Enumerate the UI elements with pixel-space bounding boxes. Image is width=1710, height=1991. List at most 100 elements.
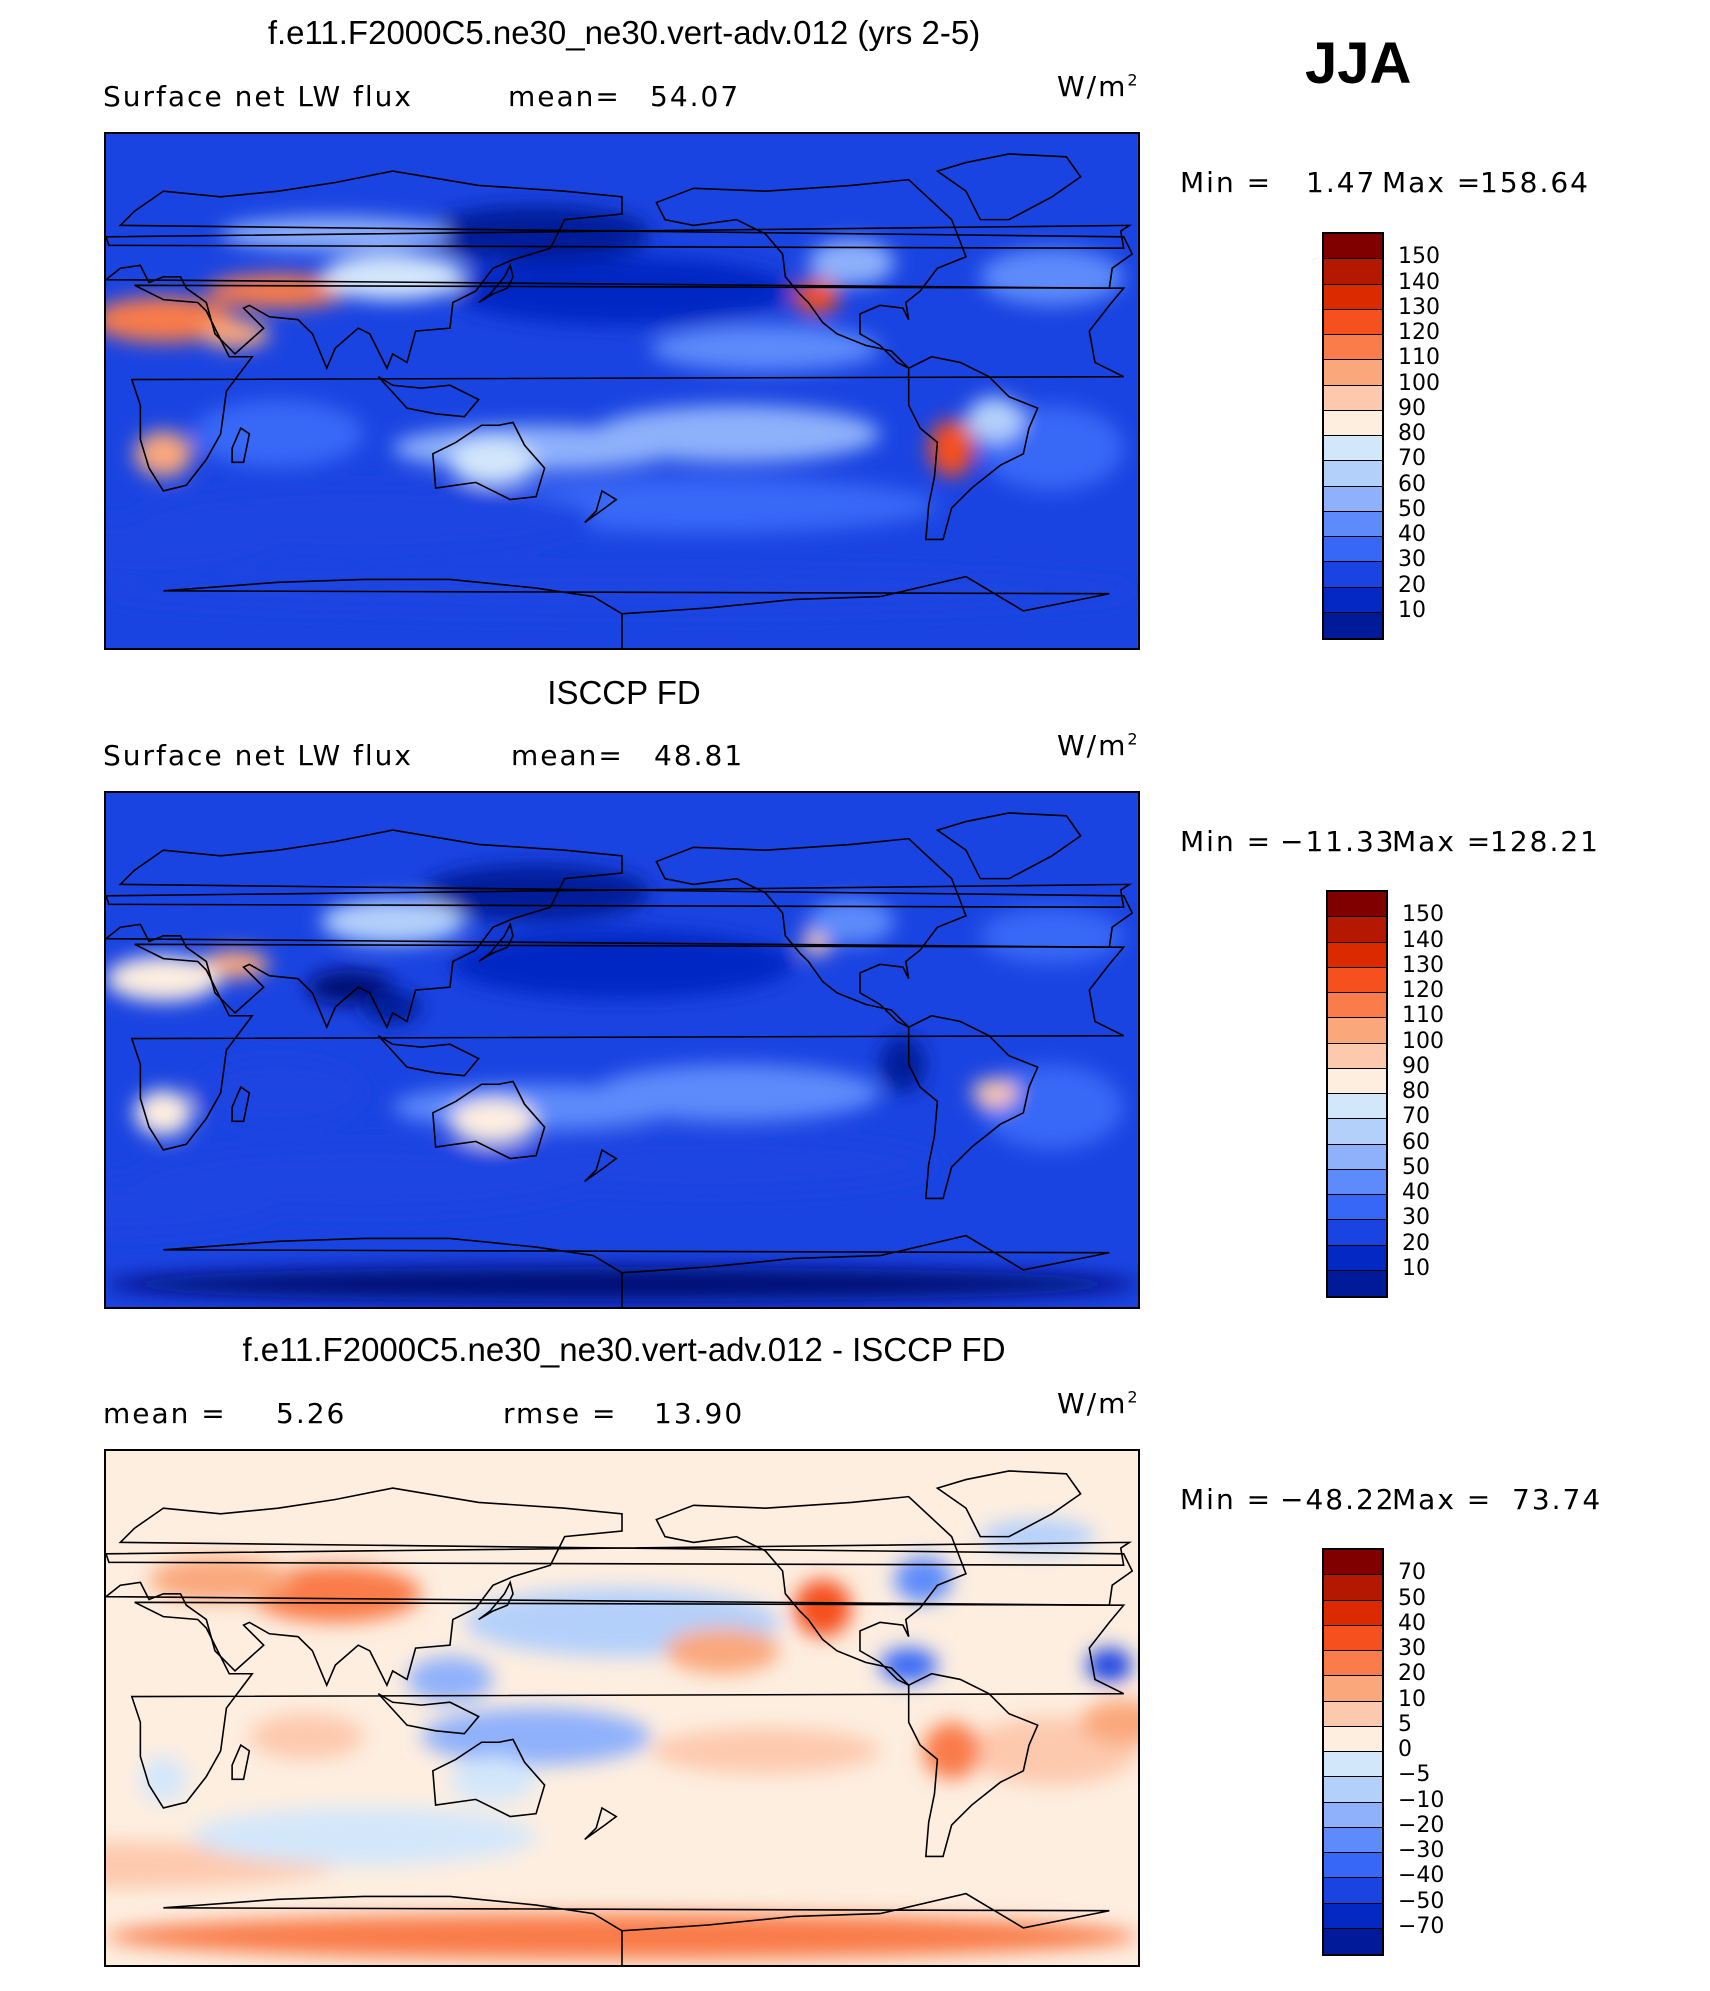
colorbar-tick-label: 70 (1402, 1104, 1430, 1130)
colorbar-tick-label: −30 (1398, 1838, 1445, 1863)
colorbar-cell (1324, 537, 1382, 563)
field-contour (421, 864, 651, 922)
colorbar-cell (1328, 942, 1386, 968)
colorbar-tick-label: −10 (1398, 1787, 1445, 1813)
colorbar-cell (1324, 1827, 1382, 1853)
colorbar-cell (1324, 335, 1382, 361)
field-contour (200, 319, 270, 349)
field-contour (650, 325, 881, 372)
colorbar-tick-label: 30 (1402, 1205, 1430, 1231)
colorbar-cell (1328, 1195, 1386, 1221)
coastline-indonesia (377, 1035, 480, 1077)
coastline-antarctica (163, 1892, 1110, 1965)
min-label: Min = (1180, 166, 1273, 199)
colorbar-cell (1324, 385, 1382, 411)
colorbar-cell (1324, 1550, 1382, 1576)
coastline-eurasia (106, 829, 1134, 1030)
colorbar-cell (1324, 1853, 1382, 1879)
colorbar-cell (1328, 993, 1386, 1019)
colorbar-tick-label: 10 (1402, 1255, 1430, 1281)
max-label: Max = (1392, 825, 1493, 858)
field-contour (421, 1708, 651, 1766)
max-label: Max = (1392, 1483, 1493, 1516)
field-contour (980, 907, 1124, 965)
colorbar-tick-label: 90 (1398, 395, 1426, 421)
colorbar-cell (1324, 486, 1382, 512)
colorbar-tick-label: 60 (1398, 471, 1426, 497)
max-value: 73.74 (1512, 1483, 1603, 1516)
min-label: Min = (1180, 825, 1273, 858)
colorbar-cell (1328, 1245, 1386, 1271)
colorbar-cell (1324, 1752, 1382, 1778)
field-contour (880, 1035, 926, 1093)
units-label: W/m2 (1057, 729, 1140, 762)
colorbar-tick-label: 30 (1398, 1636, 1426, 1661)
colorbar-cell (1328, 1043, 1386, 1069)
max-value: 128.21 (1490, 825, 1600, 858)
colorbar-cell (1324, 1651, 1382, 1677)
field-contour (894, 1556, 952, 1603)
coastline-nz (584, 1806, 618, 1841)
coastline-japan (478, 922, 514, 963)
field-contour (106, 519, 278, 577)
coastline-madagascar (231, 426, 251, 464)
field-contour (794, 1579, 852, 1637)
colorbar-tick-label: 80 (1398, 421, 1426, 446)
colorbar-cell (1328, 1220, 1386, 1246)
colorbar-tick-label: 100 (1398, 370, 1440, 396)
coastline-australia (431, 1080, 546, 1160)
colorbar-tick-label: 130 (1398, 294, 1440, 320)
field-contour (364, 990, 422, 1025)
coastline-africa (130, 1601, 1126, 1809)
coastline-antarctica (163, 575, 1110, 648)
colorbar-cell (1324, 1878, 1382, 1904)
coastline-uk (106, 883, 1133, 909)
colorbar (1326, 890, 1388, 1298)
field-contour (1080, 1699, 1138, 1746)
field-contour (449, 256, 794, 326)
coastline-madagascar (231, 1743, 251, 1781)
colorbar-tick-label: 20 (1398, 1661, 1426, 1687)
coastline-greenland (935, 153, 1082, 221)
coastline-samerica (907, 1672, 1039, 1858)
field-contour (1086, 1648, 1133, 1683)
coastline-africa (130, 284, 1126, 492)
map-diff (104, 1449, 1140, 1967)
colorbar-tick-label: 30 (1398, 547, 1426, 573)
colorbar-tick-label: 150 (1398, 244, 1440, 270)
panel-title: ISCCP FD (547, 674, 701, 711)
colorbar-cell (1328, 967, 1386, 993)
coastline-eurasia (106, 170, 1134, 371)
colorbar-tick-label: 50 (1402, 1154, 1430, 1180)
coastline-africa (130, 943, 1126, 1151)
max-label: Max = (1382, 166, 1483, 199)
colorbar-tick-label: 80 (1402, 1079, 1430, 1104)
colorbar-cell (1328, 1144, 1386, 1170)
coastline-madagascar (231, 1085, 251, 1123)
coastline-japan (478, 1580, 514, 1621)
field-contour (134, 430, 192, 477)
field-contour (192, 399, 364, 469)
colorbar-tick-label: 40 (1402, 1180, 1430, 1205)
colorbar-cell (1324, 587, 1382, 613)
coastline-uk (106, 224, 1133, 250)
field-contour (249, 1713, 364, 1760)
min-label: Min = (1180, 1483, 1273, 1516)
coastline-eurasia (106, 1487, 1134, 1688)
coastline-greenland (935, 1470, 1082, 1538)
field-contour (200, 950, 270, 979)
field-contour (808, 239, 895, 286)
field-contour (450, 1756, 536, 1803)
colorbar-tick-label: 50 (1398, 496, 1426, 522)
colorbar-cell (1324, 1777, 1382, 1803)
min-value: −11.33 (1280, 825, 1396, 858)
colorbar-cell (1328, 1018, 1386, 1044)
colorbar-cell (1324, 234, 1382, 260)
field-contour (192, 1058, 364, 1128)
colorbar-tick-label: 110 (1402, 1003, 1444, 1029)
coastline-japan (478, 263, 514, 304)
field-contour (593, 405, 880, 463)
coastline-greenland (935, 812, 1082, 880)
field-contour (450, 1098, 536, 1145)
coastline-samerica (907, 355, 1039, 541)
